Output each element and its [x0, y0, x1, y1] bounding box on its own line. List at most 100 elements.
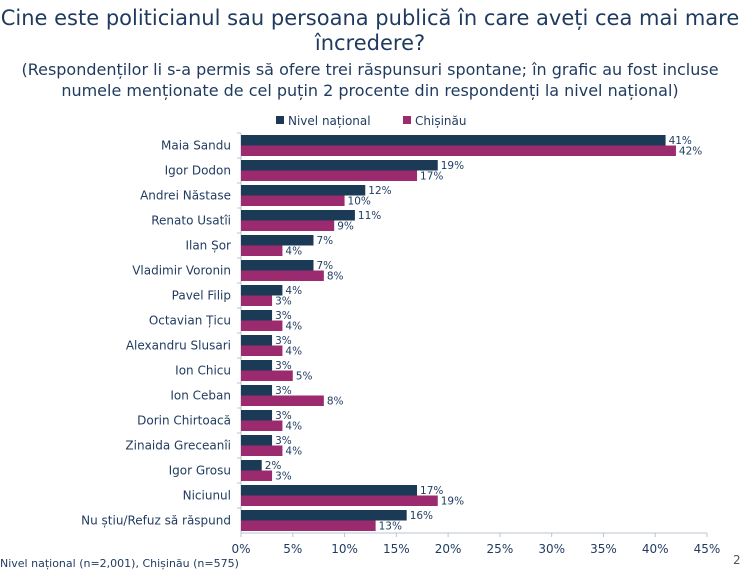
- chart-title: Cine este politicianul sau persoana publ…: [0, 6, 740, 55]
- category-label: Zinaida Greceanîi: [125, 439, 231, 453]
- category-label: Renato Usatîi: [151, 214, 231, 228]
- legend-item-national: Nivel național: [276, 114, 371, 128]
- bar-chisinau: [241, 295, 273, 306]
- bar-chisinau: [241, 320, 283, 331]
- data-label-chisinau: 8%: [327, 396, 344, 408]
- page-number: 2: [733, 553, 740, 567]
- data-label-national: 4%: [285, 285, 302, 297]
- bar-national: [241, 235, 314, 246]
- chart-subtitle: (Respondenților li s-a permis să ofere t…: [21, 60, 719, 100]
- bar-national: [241, 210, 355, 221]
- data-label-chisinau: 17%: [420, 171, 443, 183]
- data-label-national: 3%: [275, 435, 292, 447]
- data-label-national: 3%: [275, 385, 292, 397]
- category-label: Igor Dodon: [165, 164, 231, 178]
- category-label: Andrei Năstase: [140, 189, 231, 203]
- legend-label-national: Nivel național: [288, 114, 371, 128]
- x-tick-label: 15%: [383, 542, 410, 556]
- data-label-chisinau: 4%: [285, 246, 302, 258]
- bar-chisinau: [241, 395, 324, 406]
- category-label: Ion Chicu: [175, 364, 231, 378]
- category-label: Dorin Chirtoacă: [137, 414, 231, 428]
- bar-chisinau: [241, 420, 283, 431]
- category-label: Ilan Șor: [185, 239, 231, 253]
- data-label-national: 3%: [275, 310, 292, 322]
- legend-label-chisinau: Chișinău: [415, 114, 467, 128]
- data-label-national: 19%: [441, 160, 464, 172]
- bar-national: [241, 435, 273, 446]
- data-label-national: 3%: [275, 335, 292, 347]
- category-label: Nu știu/Refuz să răspund: [81, 514, 231, 528]
- legend-swatch-chisinau: [403, 116, 411, 124]
- bar-chisinau: [241, 495, 438, 506]
- data-label-chisinau: 4%: [285, 321, 302, 333]
- data-label-national: 3%: [275, 360, 292, 372]
- bar-national: [241, 485, 418, 496]
- bar-national: [241, 385, 273, 396]
- x-tick-label: 5%: [283, 542, 302, 556]
- bar-chisinau: [241, 195, 345, 206]
- bar-national: [241, 360, 273, 371]
- category-label: Maia Sandu: [161, 139, 231, 153]
- legend-item-chisinau: Chișinău: [403, 114, 466, 128]
- bar-chisinau: [241, 170, 418, 181]
- bar-national: [241, 510, 407, 521]
- category-label: Alexandru Slusari: [126, 339, 231, 353]
- data-label-national: 16%: [410, 510, 433, 522]
- data-label-chisinau: 10%: [348, 196, 371, 208]
- data-label-national: 3%: [275, 410, 292, 422]
- category-label: Niciunul: [183, 489, 231, 503]
- data-label-national: 41%: [669, 135, 692, 147]
- bar-national: [241, 410, 273, 421]
- data-label-chisinau: 3%: [275, 471, 292, 483]
- data-label-national: 7%: [316, 260, 333, 272]
- bar-national: [241, 310, 273, 321]
- category-label: Ion Ceban: [170, 389, 231, 403]
- bar-chisinau: [241, 270, 324, 281]
- bar-chisinau: [241, 245, 283, 256]
- bar-national: [241, 185, 366, 196]
- data-label-chisinau: 4%: [285, 346, 302, 358]
- data-label-chisinau: 42%: [679, 146, 702, 158]
- legend-swatch-national: [276, 116, 284, 124]
- bar-national: [241, 135, 666, 146]
- data-label-national: 11%: [358, 210, 381, 222]
- bar-chisinau: [241, 470, 273, 481]
- data-label-chisinau: 4%: [285, 421, 302, 433]
- x-tick-label: 40%: [642, 542, 669, 556]
- x-tick-label: 20%: [435, 542, 462, 556]
- bar-chisinau: [241, 370, 293, 381]
- bar-national: [241, 285, 283, 296]
- data-label-chisinau: 4%: [285, 446, 302, 458]
- data-label-national: 12%: [368, 185, 391, 197]
- x-tick-label: 10%: [331, 542, 358, 556]
- bar-national: [241, 160, 438, 171]
- category-label: Pavel Filip: [172, 289, 231, 303]
- data-label-chisinau: 5%: [296, 371, 313, 383]
- bar-chisinau: [241, 520, 376, 531]
- bar-national: [241, 460, 262, 471]
- category-label: Octavian Țicu: [149, 314, 231, 328]
- data-label-national: 17%: [420, 485, 443, 497]
- footnote: Nivel național (n=2,001), Chișinău (n=57…: [0, 557, 239, 570]
- bar-chisinau: [241, 445, 283, 456]
- x-tick-label: 25%: [487, 542, 514, 556]
- x-tick-label: 35%: [590, 542, 617, 556]
- data-label-chisinau: 8%: [327, 271, 344, 283]
- data-label-chisinau: 19%: [441, 496, 464, 508]
- x-tick-label: 0%: [231, 542, 250, 556]
- bar-chisinau: [241, 220, 335, 231]
- bar-chisinau: [241, 345, 283, 356]
- x-tick-label: 30%: [538, 542, 565, 556]
- data-label-national: 7%: [316, 235, 333, 247]
- bar-national: [241, 335, 273, 346]
- data-label-chisinau: 3%: [275, 296, 292, 308]
- category-label: Igor Grosu: [169, 464, 231, 478]
- bar-chisinau: [241, 145, 676, 156]
- data-label-chisinau: 13%: [379, 521, 402, 533]
- data-label-national: 2%: [265, 460, 282, 472]
- data-label-chisinau: 9%: [337, 221, 354, 233]
- category-label: Vladimir Voronin: [132, 264, 231, 278]
- bar-national: [241, 260, 314, 271]
